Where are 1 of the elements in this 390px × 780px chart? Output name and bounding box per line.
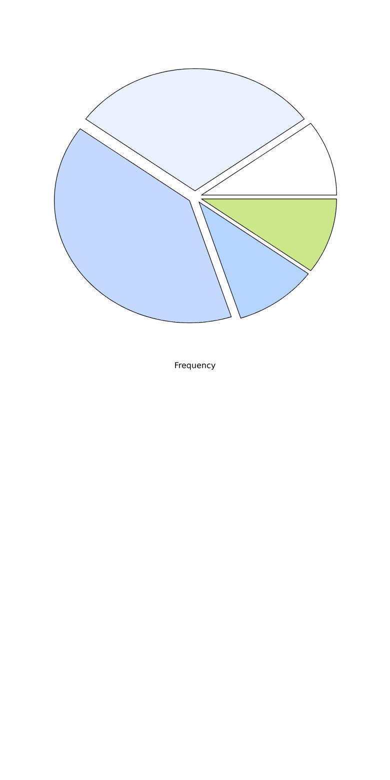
text: Frequency bbox=[175, 362, 216, 370]
